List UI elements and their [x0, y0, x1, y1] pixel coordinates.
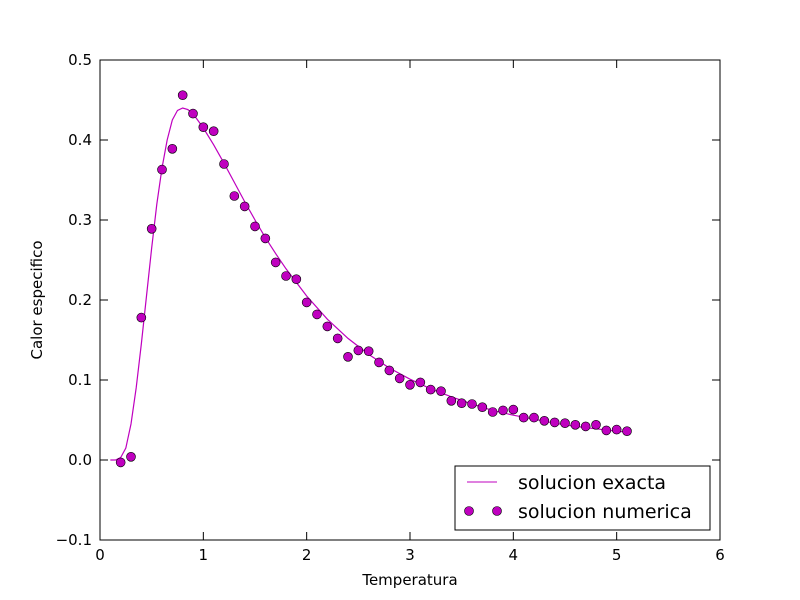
data-point [363, 346, 374, 357]
data-point [198, 122, 209, 132]
x-tick-label: 4 [509, 546, 519, 564]
data-point [291, 274, 302, 285]
data-point [456, 398, 467, 409]
data-point [560, 418, 570, 429]
x-tick-label: 1 [199, 546, 209, 564]
data-point [508, 404, 519, 415]
data-point [570, 419, 581, 430]
y-tick-label: 0.5 [68, 51, 92, 69]
data-point [601, 425, 612, 436]
data-point [157, 164, 167, 175]
legend-marker-swatch [492, 506, 502, 516]
data-point [332, 333, 343, 344]
data-point [312, 309, 322, 320]
series-layer [110, 90, 632, 468]
data-point [167, 144, 178, 154]
data-point [477, 402, 488, 413]
data-point [415, 377, 426, 388]
data-point [384, 365, 395, 376]
legend: solucion exacta solucion numerica [454, 465, 711, 531]
data-point [446, 395, 457, 406]
data-point [146, 224, 157, 234]
y-tick-label: 0.1 [68, 371, 92, 389]
y-axis-title: Calor especifico [28, 240, 46, 359]
data-point [343, 351, 353, 362]
data-point [219, 159, 229, 169]
data-point [115, 457, 126, 468]
plot-area [100, 60, 720, 540]
y-tick-label: −0.1 [56, 531, 92, 549]
data-point [353, 345, 364, 356]
y-tick-label: 0.3 [68, 211, 92, 229]
data-point [250, 221, 260, 232]
data-point [281, 271, 291, 281]
data-point [580, 421, 591, 432]
x-tick-label: 5 [612, 546, 622, 564]
data-point [539, 415, 550, 426]
y-tick-label: 0.2 [68, 291, 92, 309]
y-tick-label: 0.4 [68, 131, 92, 149]
data-point [188, 108, 198, 119]
data-point [322, 321, 333, 332]
data-point [126, 451, 136, 462]
data-point [498, 405, 508, 416]
data-point [239, 201, 250, 212]
data-point [374, 357, 384, 368]
data-point [425, 384, 436, 395]
legend-label-exacta: solucion exacta [518, 472, 666, 494]
data-point [270, 257, 281, 268]
data-point [467, 399, 477, 409]
data-point [487, 407, 498, 417]
x-axis-title: Temperatura [361, 571, 457, 589]
x-tick-label: 2 [302, 546, 312, 564]
data-point [591, 419, 601, 430]
data-point [394, 373, 405, 384]
data-point [611, 424, 622, 435]
x-tick-label: 6 [715, 546, 725, 564]
x-tick-label: 0 [95, 546, 105, 564]
data-point [518, 412, 529, 423]
data-point [260, 233, 271, 244]
x-tick-label: 3 [405, 546, 415, 564]
data-point [301, 297, 312, 308]
data-point [229, 191, 240, 201]
data-point [136, 312, 147, 323]
data-point [405, 379, 415, 390]
legend-label-numerica: solucion numerica [518, 501, 692, 523]
ticks-layer: 0 1 2 3 4 5 6 −0.1 0.0 0.1 0.2 0.3 0.4 0.5 [56, 51, 725, 564]
data-point [177, 90, 188, 100]
data-point [622, 426, 632, 437]
y-tick-label: 0.0 [68, 451, 92, 469]
data-point [529, 412, 539, 423]
data-point [208, 126, 219, 136]
legend-marker-swatch [464, 506, 474, 516]
data-point [549, 417, 560, 428]
legend-box [454, 465, 711, 531]
data-point [436, 386, 446, 397]
